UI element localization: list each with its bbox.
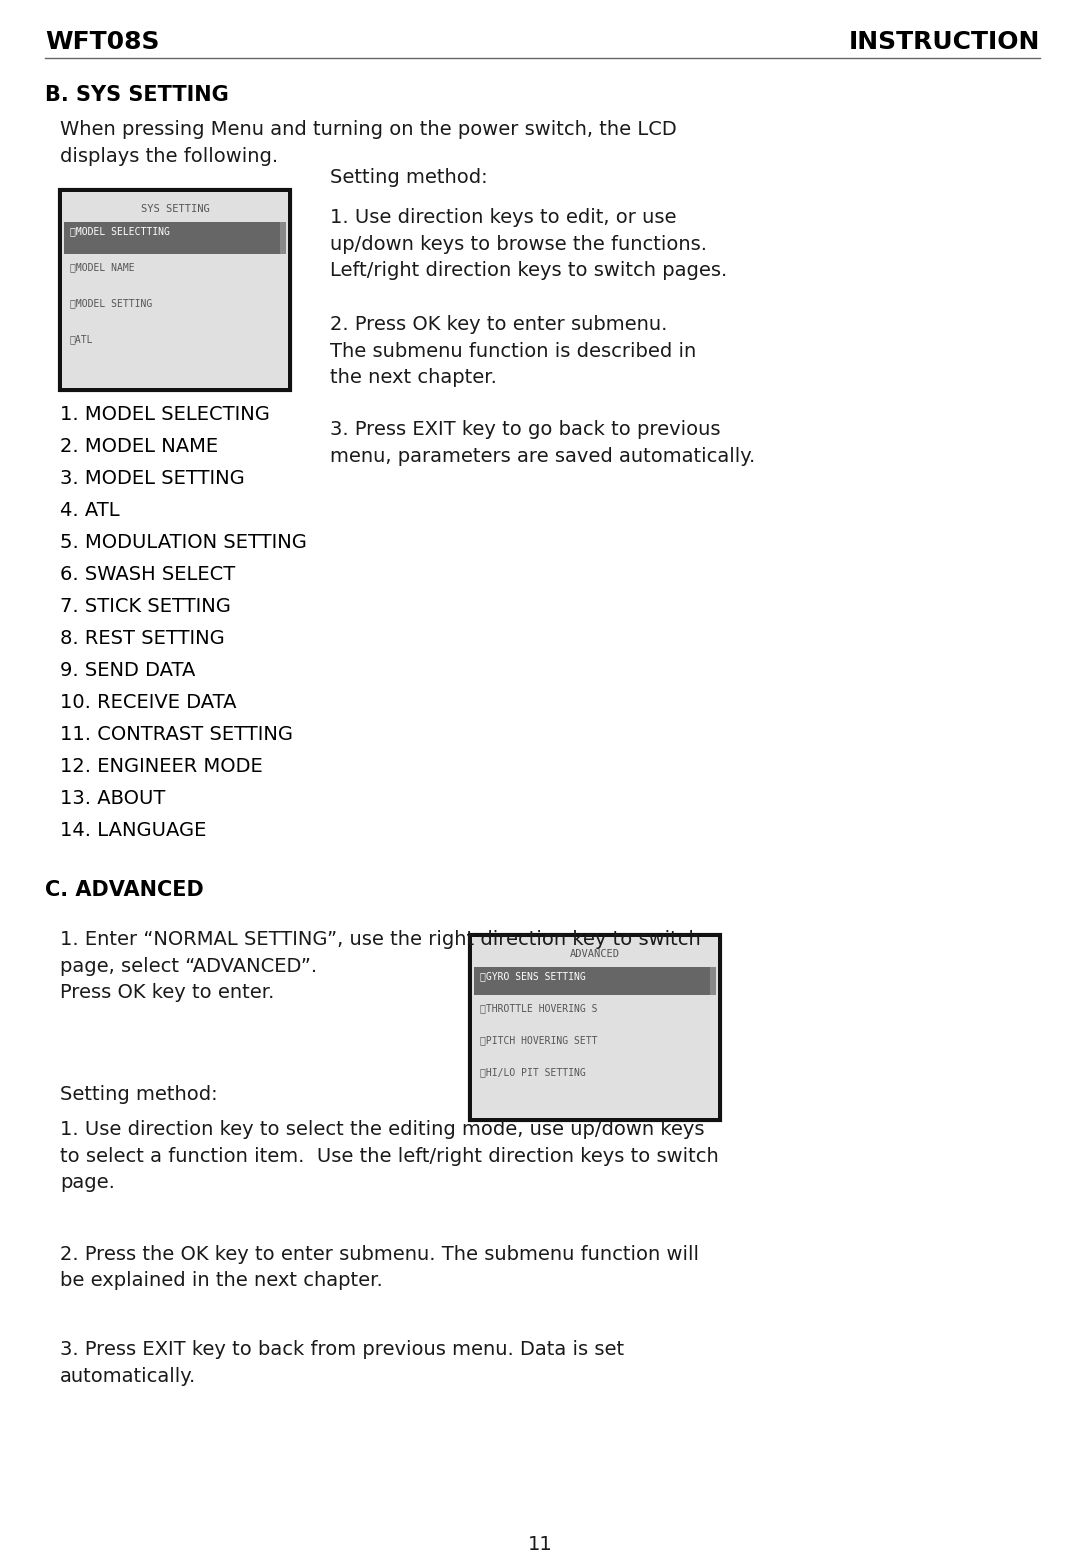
Text: 3. MODEL SETTING: 3. MODEL SETTING — [61, 469, 244, 488]
Text: ADVANCED: ADVANCED — [570, 949, 620, 960]
Text: ③MODEL SETTING: ③MODEL SETTING — [70, 298, 152, 307]
Bar — [280, 223, 286, 254]
Text: 6. SWASH SELECT: 6. SWASH SELECT — [61, 564, 236, 583]
Bar — [473, 967, 712, 996]
Text: 3. Press EXIT key to go back to previous
menu, parameters are saved automaticall: 3. Press EXIT key to go back to previous… — [330, 420, 756, 466]
Text: 11: 11 — [529, 1535, 552, 1554]
Bar — [61, 190, 290, 390]
Text: 2. Press OK key to enter submenu.
The submenu function is described in
the next : 2. Press OK key to enter submenu. The su… — [330, 315, 696, 387]
Text: 1. Enter “NORMAL SETTING”, use the right direction key to switch
page, select “A: 1. Enter “NORMAL SETTING”, use the right… — [61, 930, 700, 1002]
Text: C. ADVANCED: C. ADVANCED — [45, 880, 203, 900]
Text: 1. MODEL SELECTING: 1. MODEL SELECTING — [61, 405, 270, 423]
Text: 2. Press the OK key to enter submenu. The submenu function will
be explained in : 2. Press the OK key to enter submenu. Th… — [61, 1245, 699, 1290]
Bar — [64, 223, 282, 254]
Text: 8. REST SETTING: 8. REST SETTING — [61, 629, 225, 648]
Text: 7. STICK SETTING: 7. STICK SETTING — [61, 597, 231, 616]
Bar — [62, 191, 288, 387]
Text: ①GYRO SENS SETTING: ①GYRO SENS SETTING — [480, 971, 586, 982]
Bar — [710, 967, 716, 996]
Text: 3. Press EXIT key to back from previous menu. Data is set
automatically.: 3. Press EXIT key to back from previous … — [61, 1341, 624, 1386]
Text: 14. LANGUAGE: 14. LANGUAGE — [61, 822, 206, 840]
Text: 4. ATL: 4. ATL — [61, 502, 120, 521]
Text: ①MODEL SELECTTING: ①MODEL SELECTTING — [70, 226, 170, 237]
Text: 10. RECEIVE DATA: 10. RECEIVE DATA — [61, 693, 237, 712]
Text: ②THROTTLE HOVERING S: ②THROTTLE HOVERING S — [480, 1004, 598, 1013]
Text: B. SYS SETTING: B. SYS SETTING — [45, 85, 229, 105]
Text: 11. CONTRAST SETTING: 11. CONTRAST SETTING — [61, 724, 293, 743]
Text: ②MODEL NAME: ②MODEL NAME — [70, 262, 135, 271]
Text: SYS SETTING: SYS SETTING — [141, 204, 210, 213]
Text: 1. Use direction keys to edit, or use
up/down keys to browse the functions.
Left: 1. Use direction keys to edit, or use up… — [330, 209, 728, 281]
Text: ④ATL: ④ATL — [70, 334, 93, 343]
Text: WFT08S: WFT08S — [45, 30, 160, 53]
Bar — [472, 938, 718, 1118]
Text: Setting method:: Setting method: — [61, 1085, 217, 1104]
Text: 13. ABOUT: 13. ABOUT — [61, 789, 165, 808]
Bar — [470, 935, 720, 1120]
Text: 9. SEND DATA: 9. SEND DATA — [61, 662, 196, 681]
Text: ④HI/LO PIT SETTING: ④HI/LO PIT SETTING — [480, 1066, 586, 1077]
Text: 2. MODEL NAME: 2. MODEL NAME — [61, 437, 218, 456]
Text: 12. ENGINEER MODE: 12. ENGINEER MODE — [61, 757, 263, 776]
Text: Setting method:: Setting method: — [330, 168, 488, 187]
Text: 5. MODULATION SETTING: 5. MODULATION SETTING — [61, 533, 307, 552]
Text: INSTRUCTION: INSTRUCTION — [849, 30, 1040, 53]
Text: When pressing Menu and turning on the power switch, the LCD
displays the followi: When pressing Menu and turning on the po… — [61, 121, 677, 166]
Text: ③PITCH HOVERING SETT: ③PITCH HOVERING SETT — [480, 1035, 598, 1044]
Text: 1. Use direction key to select the editing mode, use up/down keys
to select a fu: 1. Use direction key to select the editi… — [61, 1120, 719, 1192]
